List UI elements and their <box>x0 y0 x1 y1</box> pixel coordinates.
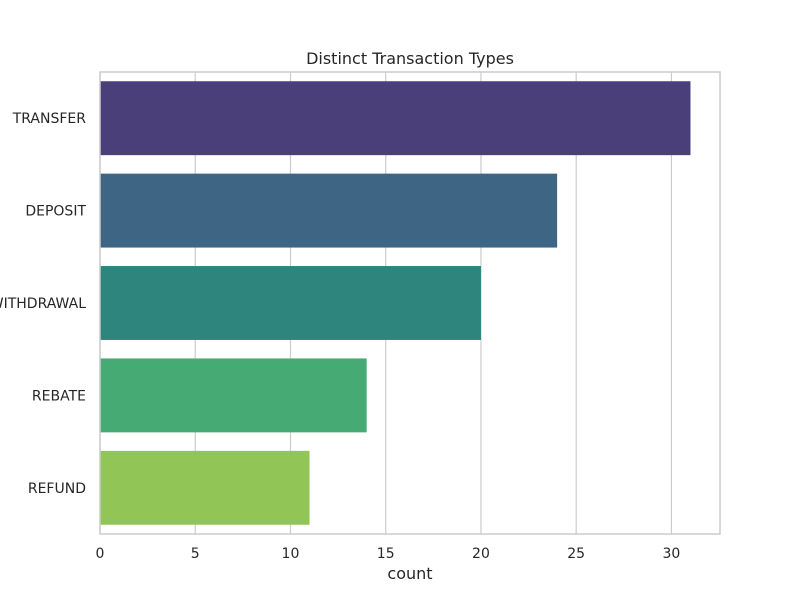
y-tick-label: WITHDRAWAL <box>0 296 86 312</box>
x-axis-label: count <box>387 564 432 583</box>
x-tick-label: 30 <box>663 546 681 562</box>
x-tick-label: 5 <box>191 546 200 562</box>
bar-refund <box>100 450 310 525</box>
y-tick-label: REBATE <box>32 388 86 404</box>
y-tick-label: REFUND <box>28 481 86 497</box>
y-tick-labels: TRANSFER DEPOSIT WITHDRAWAL REBATE REFUND <box>0 111 86 497</box>
x-tick-labels: 0 5 10 15 20 25 30 <box>96 546 681 562</box>
bar-rebate <box>100 358 367 433</box>
x-tick-label: 10 <box>282 546 300 562</box>
x-tick-label: 20 <box>472 546 490 562</box>
chart-title: Distinct Transaction Types <box>306 49 514 68</box>
plot-area-frame <box>99 71 721 535</box>
y-tick-label: TRANSFER <box>12 111 87 127</box>
bar-deposit <box>100 173 558 248</box>
x-tick-label: 15 <box>377 546 395 562</box>
bar-transfer <box>100 81 691 156</box>
x-tick-label: 0 <box>96 546 105 562</box>
bars <box>100 81 691 525</box>
x-tick-label: 25 <box>567 546 585 562</box>
bar-withdrawal <box>100 266 481 340</box>
y-tick-label: DEPOSIT <box>25 204 86 220</box>
